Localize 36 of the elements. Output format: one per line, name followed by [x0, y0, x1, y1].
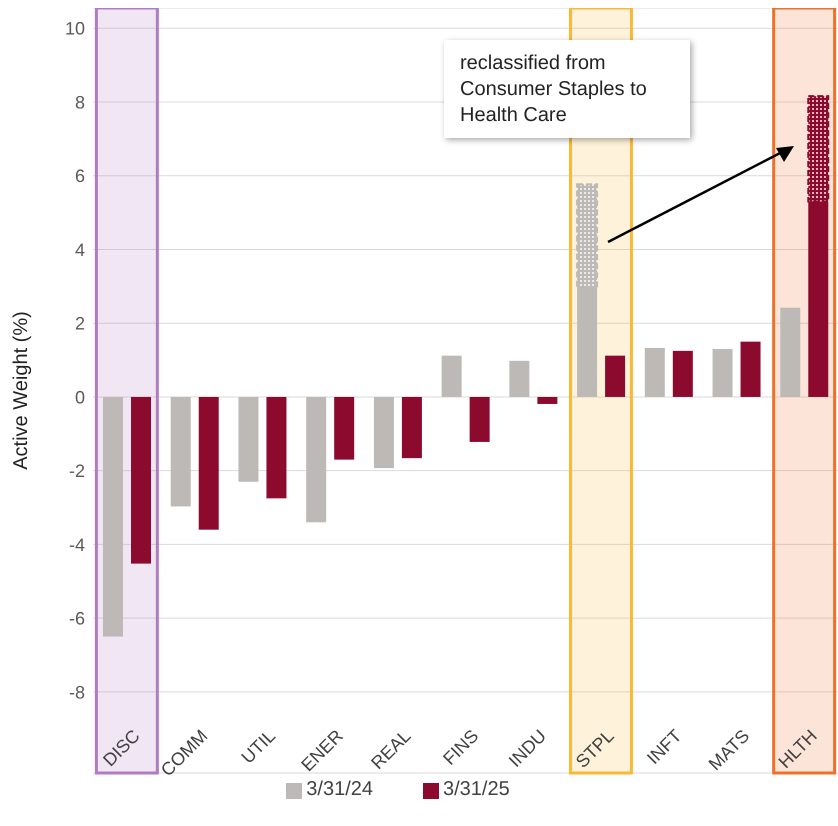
bar [374, 396, 394, 468]
bar [712, 349, 733, 397]
bar [266, 396, 286, 498]
bar [537, 396, 558, 404]
bar [238, 396, 258, 482]
legend-label: 3/31/25 [443, 778, 510, 800]
y-tick-label: 10 [64, 18, 85, 39]
annotation: reclassified from Consumer Staples to Health Care [460, 52, 647, 126]
y-tick-label: 0 [74, 387, 85, 408]
legend-label: 3/31/24 [306, 778, 373, 800]
bar [644, 348, 665, 397]
y-tick-label: -8 [68, 682, 85, 702]
y-tick-label: 2 [74, 314, 85, 334]
bar [170, 396, 191, 506]
y-tick-label: -6 [68, 608, 85, 629]
bar [470, 396, 490, 442]
callout-box: reclassified from Consumer Staples to Health Care [444, 40, 690, 138]
y-tick-label: 8 [74, 92, 85, 112]
bar [509, 360, 530, 397]
y-tick-label: 6 [74, 166, 85, 186]
y-tick-label: 4 [74, 240, 85, 260]
x-tick-label: UTIL [237, 726, 280, 768]
bar [131, 396, 151, 564]
bar [740, 342, 761, 397]
bar [672, 350, 693, 397]
bar [402, 396, 422, 458]
bar [103, 396, 123, 637]
y-tick-label: -4 [68, 534, 85, 555]
y-tick-label: -2 [68, 461, 85, 482]
bar [780, 308, 800, 397]
bar [605, 356, 626, 397]
bar [198, 396, 219, 530]
bar [442, 356, 462, 397]
bar [334, 396, 354, 460]
y-axis-title: Active Weight (%) [10, 311, 32, 470]
bar [306, 396, 326, 522]
